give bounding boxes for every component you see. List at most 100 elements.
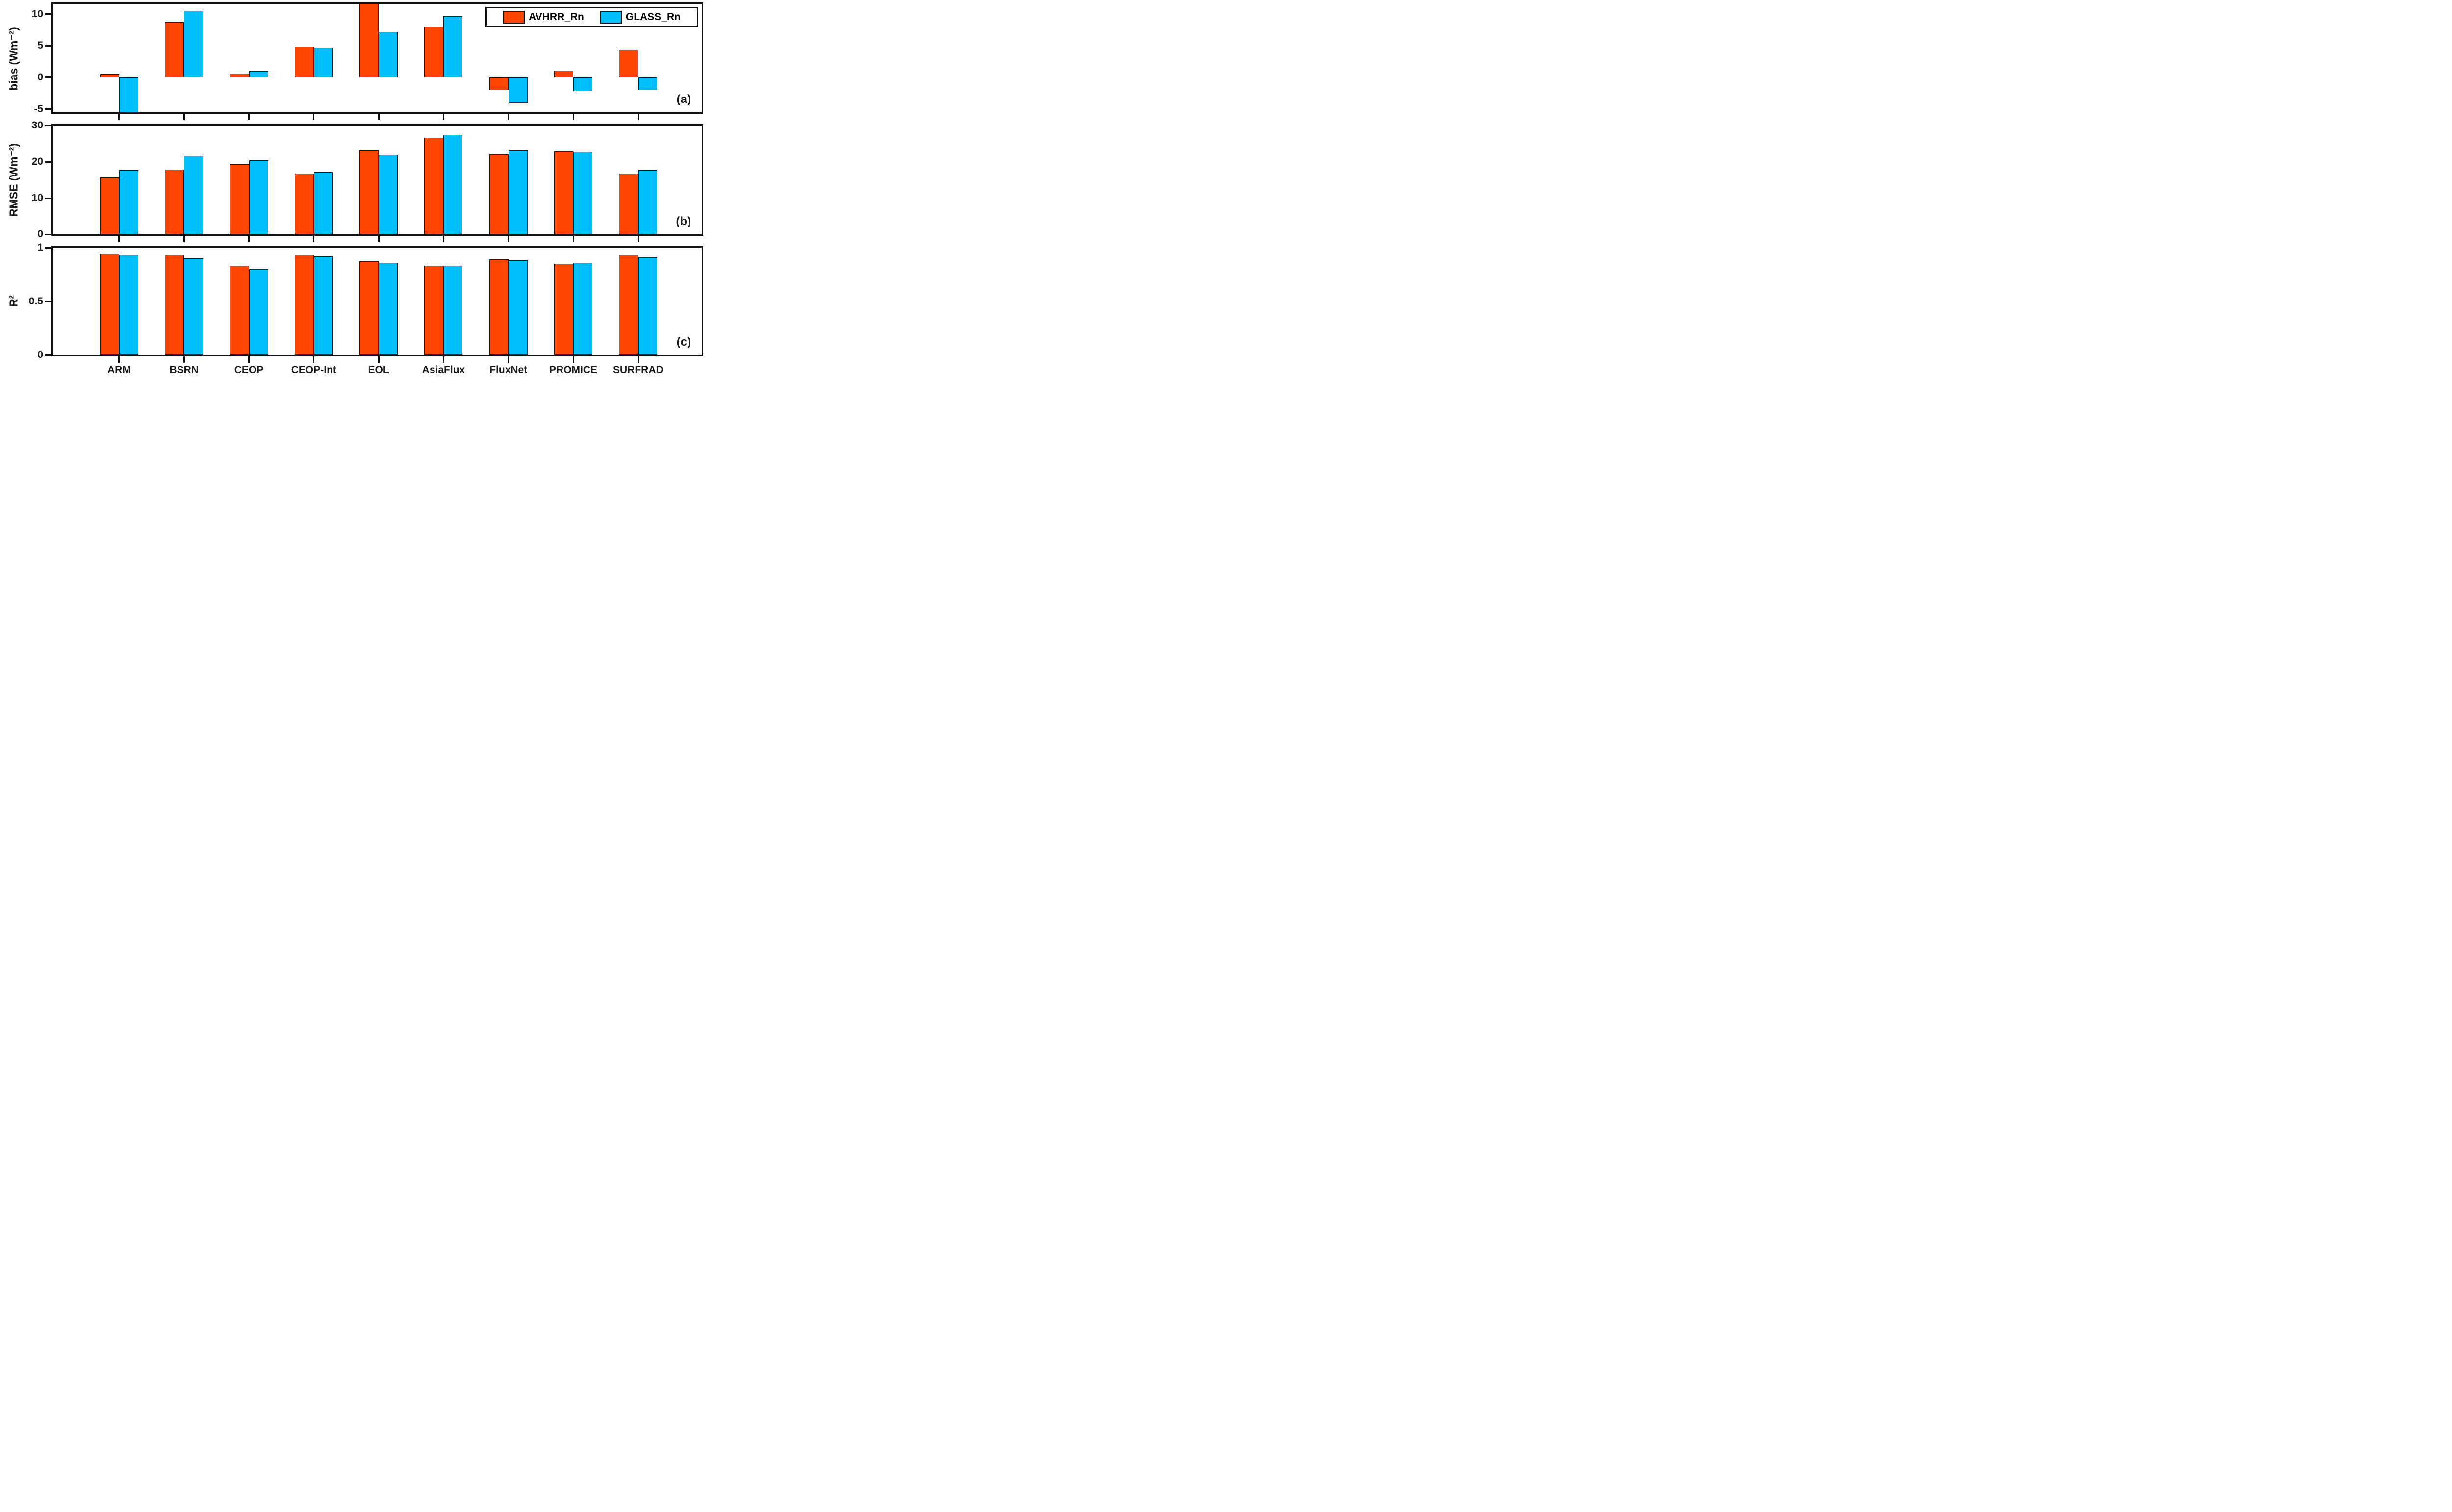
- x-tick-c: [572, 356, 574, 363]
- bar-GLASS_Rn-PROMICE: [573, 152, 593, 234]
- bar-AVHRR_Rn-EOL: [359, 261, 379, 355]
- bar-AVHRR_Rn-ARM: [100, 74, 119, 77]
- legend-label-glass: GLASS_Rn: [625, 11, 681, 23]
- x-category-label: CEOP: [234, 364, 264, 376]
- y-tick-a: [45, 108, 51, 110]
- y-tick-b: [45, 197, 51, 199]
- bar-AVHRR_Rn-BSRN: [165, 255, 184, 355]
- y-tick-b: [45, 125, 51, 126]
- x-tick-c: [442, 356, 444, 363]
- y-tick-a: [45, 45, 51, 47]
- bar-AVHRR_Rn-EOL: [359, 4, 379, 77]
- x-tick-c: [248, 356, 250, 363]
- panel-bias-bars: [53, 4, 702, 112]
- bar-GLASS_Rn-FluxNet: [508, 77, 528, 103]
- x-tick-a: [572, 113, 574, 120]
- y-tick-c: [45, 301, 51, 302]
- y-tick-label-c: 0: [37, 349, 43, 360]
- panel-r2-bars: [53, 248, 702, 355]
- x-tick-b: [572, 235, 574, 242]
- figure: (a) (b) (c) bias (Wm⁻²) RMSE (Wm⁻²) R² A…: [0, 0, 706, 378]
- x-tick-a: [508, 113, 510, 120]
- bar-AVHRR_Rn-CEOP: [230, 266, 249, 355]
- y-tick-label-b: 0: [37, 228, 43, 240]
- x-category-label: EOL: [368, 364, 389, 376]
- panel-r2: (c): [51, 246, 703, 356]
- bar-GLASS_Rn-ARM: [119, 170, 138, 234]
- bar-AVHRR_Rn-AsiaFlux: [424, 26, 444, 77]
- legend-swatch-avhrr: [503, 11, 525, 24]
- y-tick-label-c: 1: [37, 242, 43, 253]
- bar-GLASS_Rn-SURFRAD: [638, 77, 658, 90]
- x-tick-c: [183, 356, 185, 363]
- x-tick-b: [637, 235, 639, 242]
- x-tick-a: [637, 113, 639, 120]
- bar-AVHRR_Rn-BSRN: [165, 22, 184, 77]
- y-tick-label-c: 0.5: [28, 295, 43, 307]
- y-axis-label-rmse: RMSE (Wm⁻²): [7, 143, 20, 217]
- x-tick-b: [313, 235, 315, 242]
- bar-AVHRR_Rn-CEOP-Int: [294, 173, 314, 234]
- bar-GLASS_Rn-CEOP-Int: [313, 48, 333, 77]
- y-tick-label-b: 10: [31, 192, 43, 203]
- bar-GLASS_Rn-FluxNet: [508, 150, 528, 234]
- bar-AVHRR_Rn-AsiaFlux: [424, 266, 444, 355]
- x-tick-b: [508, 235, 510, 242]
- x-tick-a: [248, 113, 250, 120]
- x-category-label: ARM: [107, 364, 131, 376]
- bar-AVHRR_Rn-PROMICE: [554, 263, 574, 355]
- bar-GLASS_Rn-PROMICE: [573, 77, 593, 92]
- x-category-label: CEOP-Int: [291, 364, 336, 376]
- bar-AVHRR_Rn-BSRN: [165, 169, 184, 234]
- bar-GLASS_Rn-CEOP: [249, 269, 268, 355]
- x-category-label: AsiaFlux: [422, 364, 465, 376]
- y-tick-label-a: 0: [37, 71, 43, 83]
- bar-AVHRR_Rn-SURFRAD: [619, 255, 639, 355]
- legend: AVHRR_Rn GLASS_Rn: [485, 7, 698, 27]
- bar-GLASS_Rn-CEOP: [249, 71, 268, 77]
- x-tick-c: [118, 356, 120, 363]
- x-tick-c: [313, 356, 315, 363]
- y-tick-c: [45, 247, 51, 249]
- bar-AVHRR_Rn-CEOP-Int: [294, 46, 314, 77]
- panel-letter-c: (c): [676, 335, 691, 349]
- y-tick-label-a: 10: [31, 8, 43, 20]
- x-tick-b: [442, 235, 444, 242]
- x-tick-a: [118, 113, 120, 120]
- x-tick-c: [637, 356, 639, 363]
- bar-AVHRR_Rn-CEOP: [230, 74, 249, 77]
- bar-AVHRR_Rn-SURFRAD: [619, 50, 639, 77]
- bar-AVHRR_Rn-SURFRAD: [619, 173, 639, 234]
- bar-AVHRR_Rn-PROMICE: [554, 70, 574, 77]
- bar-GLASS_Rn-PROMICE: [573, 262, 593, 355]
- y-tick-label-b: 20: [31, 156, 43, 167]
- x-category-label: FluxNet: [489, 364, 528, 376]
- bar-GLASS_Rn-BSRN: [184, 258, 204, 355]
- y-tick-c: [45, 354, 51, 356]
- x-tick-c: [508, 356, 510, 363]
- bar-AVHRR_Rn-CEOP-Int: [294, 255, 314, 355]
- bar-GLASS_Rn-CEOP: [249, 160, 268, 234]
- x-tick-a: [442, 113, 444, 120]
- x-tick-b: [248, 235, 250, 242]
- bar-GLASS_Rn-BSRN: [184, 11, 204, 77]
- x-category-label: BSRN: [169, 364, 199, 376]
- bar-AVHRR_Rn-ARM: [100, 254, 119, 355]
- x-tick-b: [378, 235, 380, 242]
- bar-GLASS_Rn-SURFRAD: [638, 257, 658, 355]
- bar-GLASS_Rn-AsiaFlux: [443, 16, 463, 77]
- bar-AVHRR_Rn-AsiaFlux: [424, 138, 444, 234]
- bar-GLASS_Rn-EOL: [379, 154, 398, 234]
- y-tick-label-a: -5: [34, 103, 43, 115]
- bar-GLASS_Rn-EOL: [379, 31, 398, 77]
- bar-GLASS_Rn-CEOP-Int: [313, 172, 333, 234]
- y-tick-b: [45, 233, 51, 235]
- bar-GLASS_Rn-SURFRAD: [638, 170, 658, 234]
- legend-label-avhrr: AVHRR_Rn: [529, 11, 584, 23]
- bar-GLASS_Rn-ARM: [119, 255, 138, 355]
- legend-item-avhrr: AVHRR_Rn: [503, 11, 584, 24]
- bar-AVHRR_Rn-ARM: [100, 177, 119, 234]
- panel-letter-b: (b): [676, 215, 691, 228]
- bar-GLASS_Rn-EOL: [379, 262, 398, 355]
- bar-GLASS_Rn-ARM: [119, 77, 138, 112]
